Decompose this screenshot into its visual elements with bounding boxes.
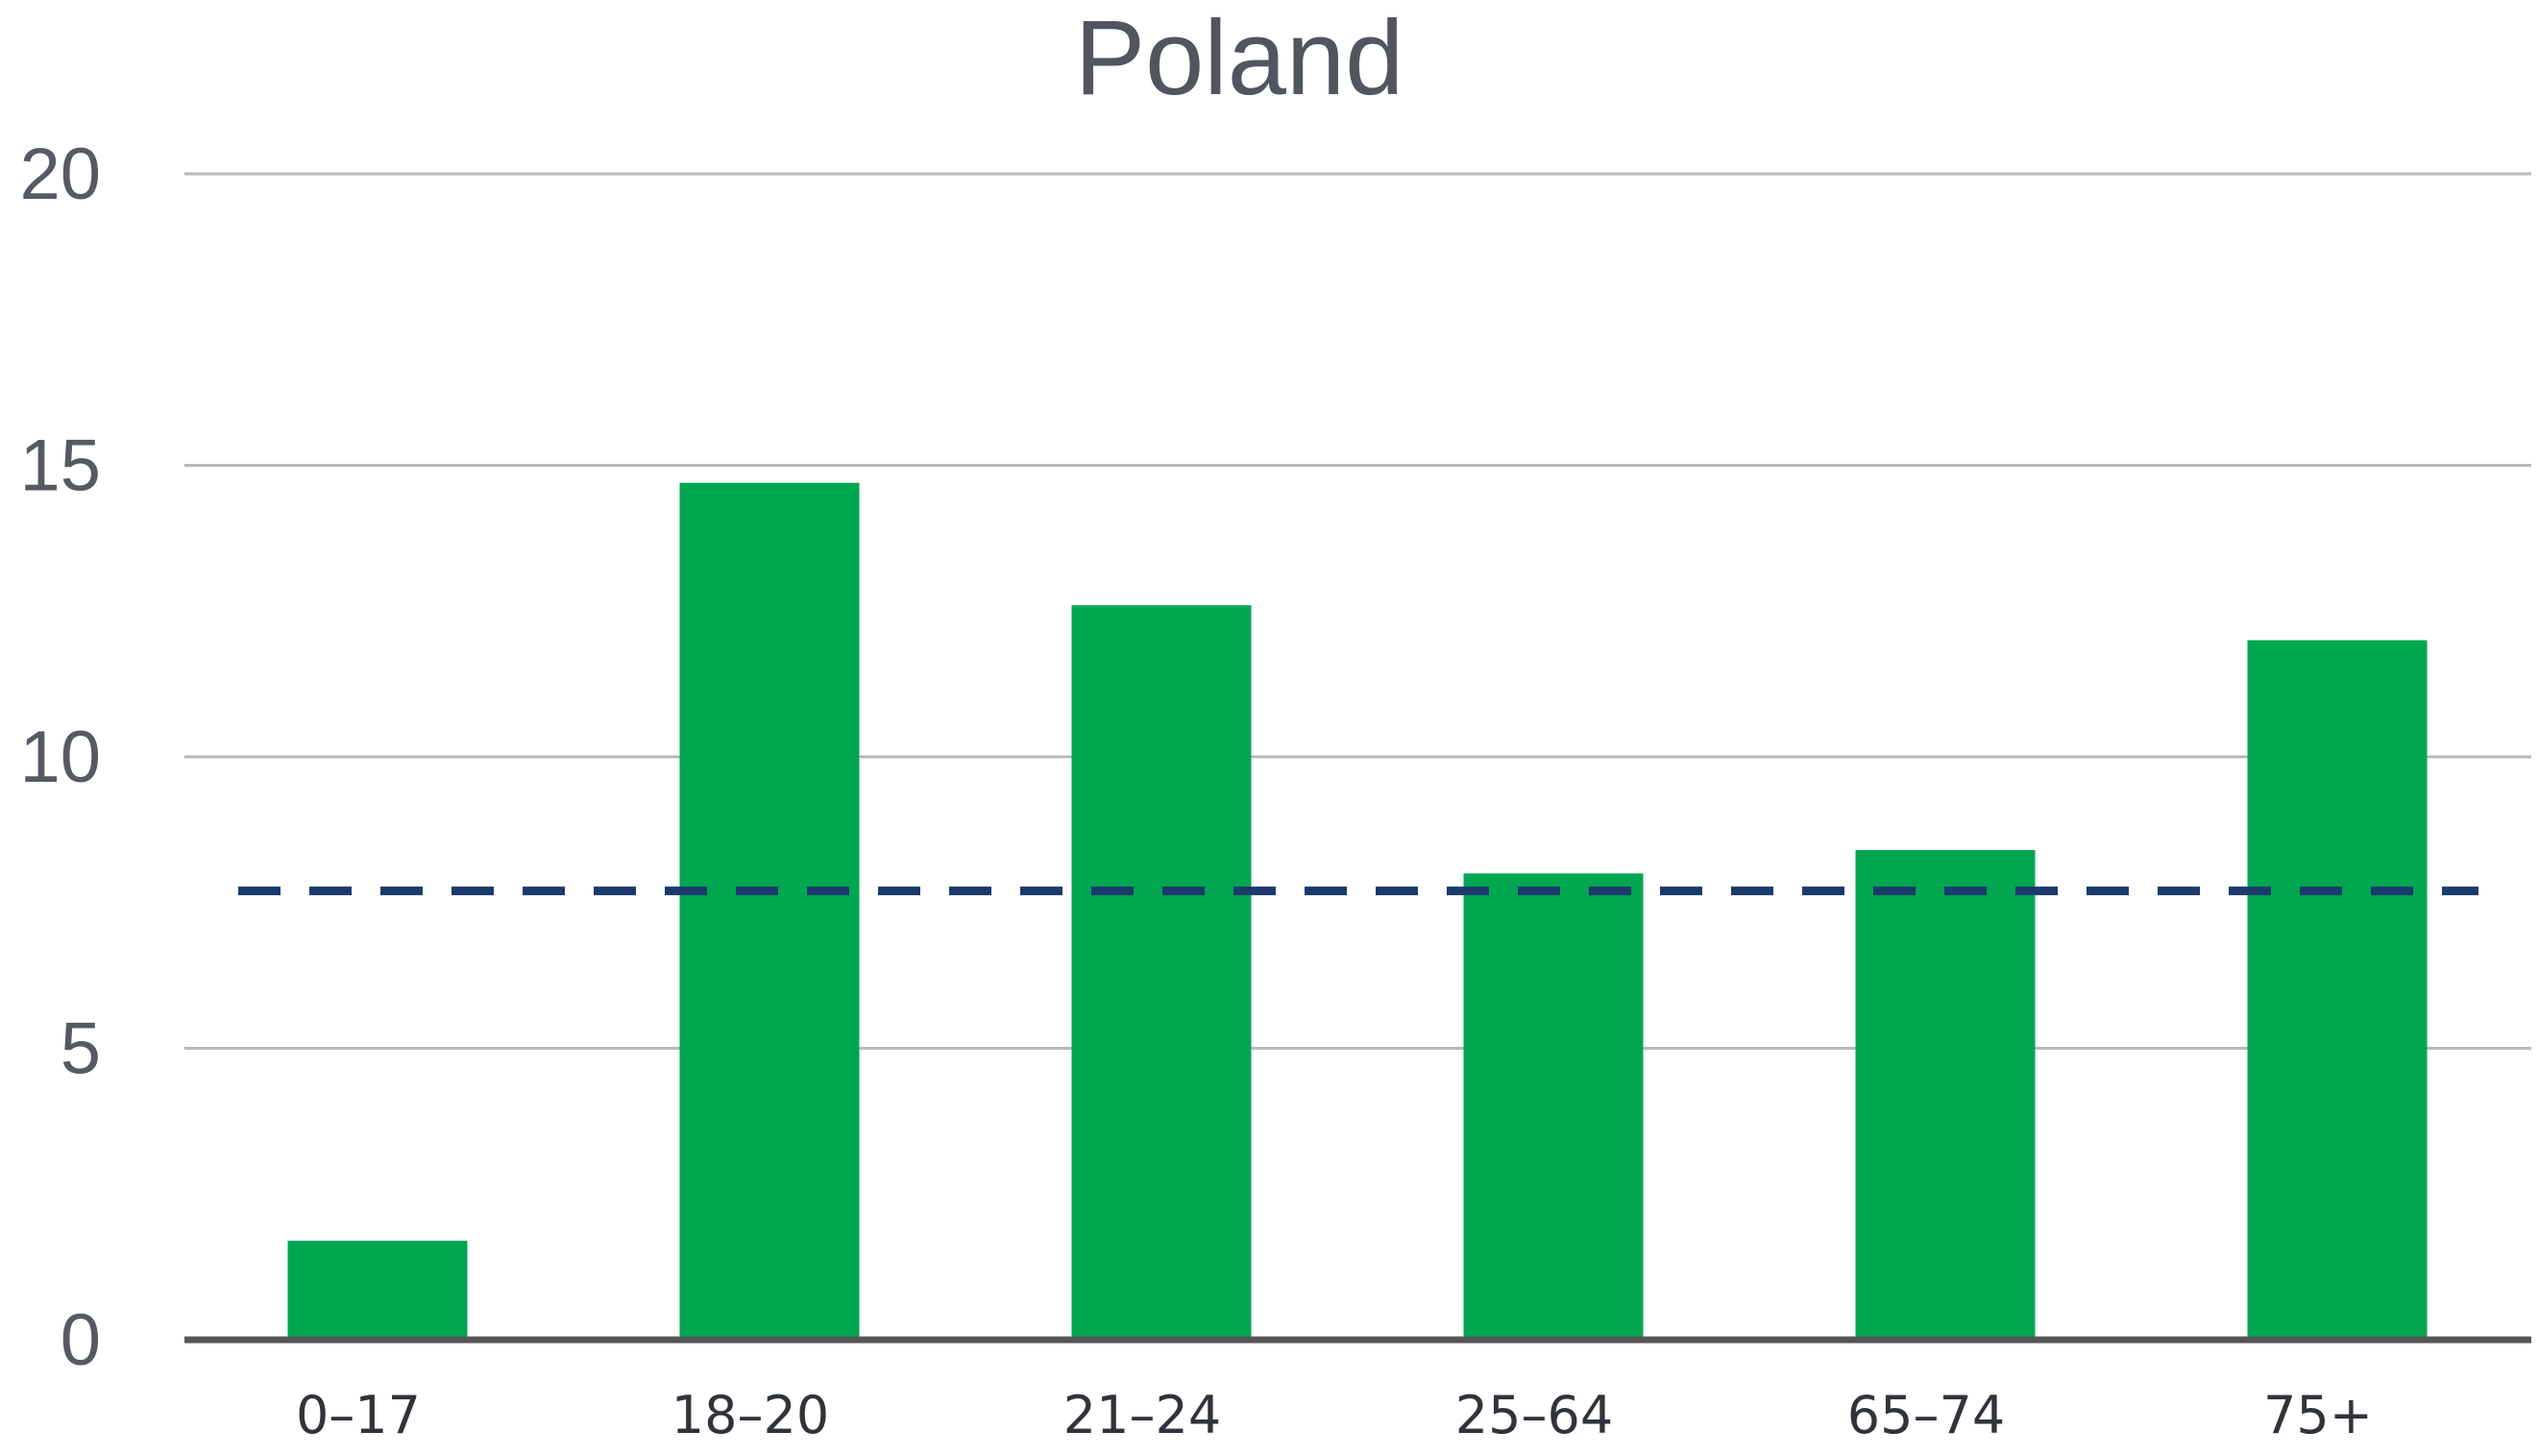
- y-tick-label: 15: [19, 425, 101, 507]
- y-tick-label: 20: [19, 133, 101, 215]
- bar-0–17: [287, 1240, 468, 1340]
- bars: [287, 482, 2428, 1341]
- x-tick-label: 25–64: [1455, 1385, 1613, 1445]
- bar-18–20: [679, 482, 860, 1341]
- bar-25–64: [1463, 873, 1644, 1340]
- x-axis-ticks: 0–17 18–20 21–24 25–64 65–74 75+: [296, 1385, 2373, 1445]
- x-tick-label: 21–24: [1063, 1385, 1221, 1445]
- y-tick-label: 5: [61, 1008, 101, 1090]
- y-tick-label: 0: [61, 1299, 101, 1381]
- x-tick-label: 0–17: [296, 1385, 421, 1445]
- x-tick-label: 65–74: [1847, 1385, 2005, 1445]
- x-tick-label: 18–20: [671, 1385, 829, 1445]
- x-tick-label: 75+: [2263, 1385, 2373, 1445]
- y-axis-ticks: 0 5 10 15 20: [19, 133, 101, 1381]
- chart-title: Poland: [1075, 0, 1404, 117]
- bar-21–24: [1071, 605, 1252, 1340]
- bar-65–74: [1855, 850, 2036, 1340]
- bar-75+: [2247, 640, 2428, 1340]
- y-tick-label: 10: [19, 716, 101, 798]
- gridlines: [184, 172, 2531, 1050]
